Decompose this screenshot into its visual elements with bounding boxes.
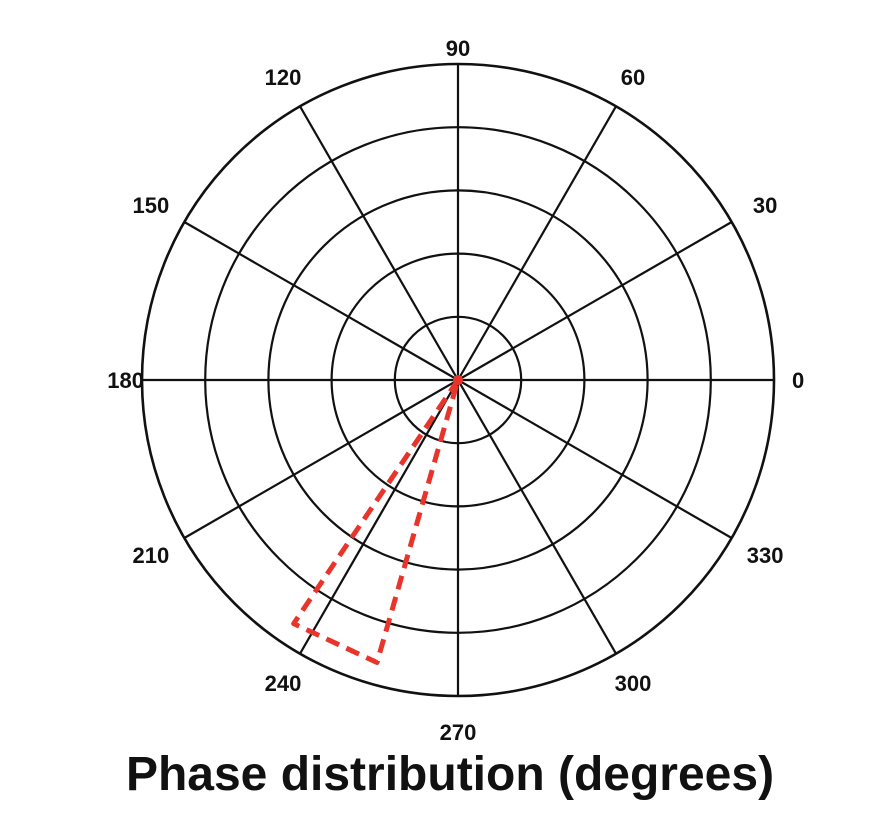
grid-spoke-330 bbox=[457, 379, 733, 539]
tick-label-180: 180 bbox=[107, 368, 144, 393]
highlight-sector-layer bbox=[291, 375, 463, 665]
tick-label-270: 270 bbox=[440, 720, 477, 745]
tick-label-120: 120 bbox=[265, 65, 302, 90]
tick-label-300: 300 bbox=[615, 671, 652, 696]
tick-label-150: 150 bbox=[133, 193, 170, 218]
chart-title: Phase distribution (degrees) bbox=[126, 748, 774, 801]
grid-spoke-240 bbox=[299, 379, 459, 655]
tick-label-210: 210 bbox=[133, 543, 170, 568]
tick-label-90: 90 bbox=[446, 36, 470, 61]
grid-spoke-150 bbox=[183, 221, 459, 381]
highlight-origin-dot bbox=[453, 375, 463, 385]
tick-label-0: 0 bbox=[792, 368, 804, 393]
tick-label-240: 240 bbox=[265, 671, 302, 696]
highlight-sector bbox=[291, 377, 461, 665]
angular-grid-spokes bbox=[142, 64, 774, 696]
grid-spoke-30 bbox=[457, 221, 733, 381]
grid-spoke-300 bbox=[457, 379, 617, 655]
tick-label-30: 30 bbox=[753, 193, 777, 218]
grid-spoke-120 bbox=[299, 105, 459, 381]
tick-label-330: 330 bbox=[747, 543, 784, 568]
tick-label-60: 60 bbox=[621, 65, 645, 90]
angular-tick-labels: 0 30 60 90 120 150 180 210 240 270 300 330 bbox=[107, 36, 804, 745]
grid-spoke-210 bbox=[183, 379, 459, 539]
grid-spoke-60 bbox=[457, 105, 617, 381]
